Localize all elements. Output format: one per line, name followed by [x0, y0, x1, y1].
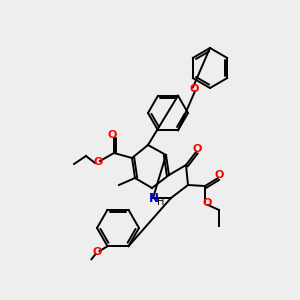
- Text: H: H: [157, 197, 165, 207]
- Text: O: O: [192, 144, 202, 154]
- Text: O: O: [107, 130, 117, 140]
- Text: O: O: [202, 198, 212, 208]
- Text: N: N: [149, 191, 159, 205]
- Text: O: O: [93, 247, 102, 257]
- Text: O: O: [93, 157, 103, 167]
- Text: O: O: [189, 84, 199, 94]
- Text: O: O: [214, 170, 224, 180]
